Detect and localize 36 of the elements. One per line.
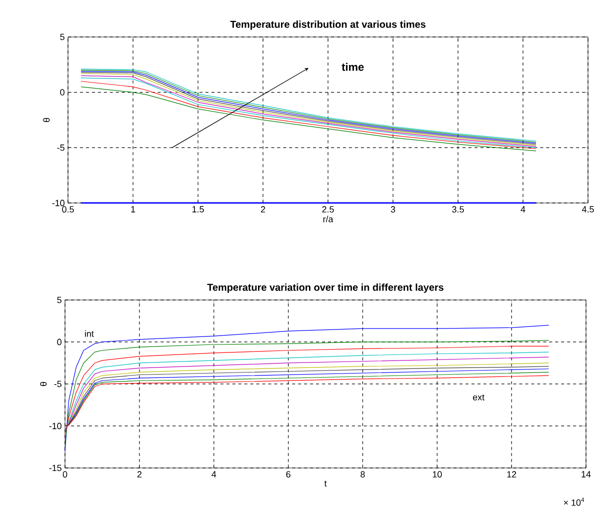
x-tick-label: 14 bbox=[582, 471, 591, 478]
x-tick-label: 12 bbox=[507, 471, 516, 478]
chart-title: Temperature distribution at various times bbox=[230, 20, 426, 30]
x-axis-title: r/a bbox=[323, 216, 334, 222]
y-tick-label: 5 bbox=[60, 34, 64, 40]
x-tick-label: 3 bbox=[390, 206, 396, 213]
x-tick-label: 6 bbox=[286, 471, 290, 478]
x-tick-label: 4 bbox=[520, 206, 526, 212]
x-axis-title: t bbox=[324, 480, 327, 487]
y-tick-label: -10 bbox=[52, 200, 64, 206]
annotation: ext bbox=[472, 394, 484, 400]
x-tick-label: 2.5 bbox=[322, 206, 334, 213]
x-tick-label: 0.5 bbox=[62, 206, 74, 213]
x-tick-label: 4.5 bbox=[582, 206, 594, 212]
y-tick-label: 5 bbox=[57, 296, 62, 304]
y-axis-title: θ bbox=[43, 118, 50, 122]
y-tick-label: -5 bbox=[54, 380, 62, 388]
line-series bbox=[64, 324, 550, 452]
x-tick-label: 1.5 bbox=[192, 206, 204, 212]
y-tick-label: 0 bbox=[60, 89, 64, 96]
y-tick-label: 0 bbox=[57, 338, 62, 346]
x-tick-label: 10 bbox=[432, 471, 442, 478]
x-tick-label: 2 bbox=[137, 471, 142, 478]
y-axis-title: θ bbox=[40, 382, 47, 386]
x-tick-label: 1 bbox=[131, 206, 136, 212]
annotation: int bbox=[85, 330, 94, 337]
x-tick-label: 2 bbox=[260, 206, 266, 212]
text: × 10$^{4}$ bbox=[564, 498, 584, 506]
y-tick-label: -15 bbox=[49, 464, 62, 472]
x-tick-label: 8 bbox=[360, 471, 365, 478]
x-tick-label: 3.5 bbox=[452, 206, 464, 213]
y-tick-label: -5 bbox=[57, 144, 64, 151]
x-tick-label: 4 bbox=[212, 471, 216, 478]
annotation: time bbox=[342, 62, 364, 71]
chart-title: Temperature variation over time in different layers bbox=[207, 284, 444, 293]
y-tick-label: -10 bbox=[49, 422, 62, 430]
